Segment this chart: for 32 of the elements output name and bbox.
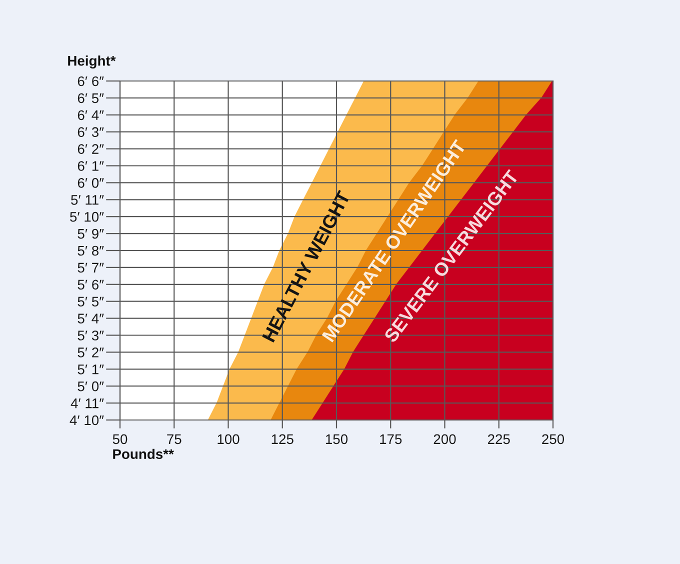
- x-axis-title: Pounds**: [113, 448, 174, 460]
- x-tick-label: 125: [272, 434, 294, 444]
- x-tick-label: 200: [434, 434, 456, 444]
- y-tick-label: 6′ 0″: [78, 178, 104, 188]
- y-tick-label: 5′ 11″: [71, 195, 104, 205]
- y-tick-label: 6′ 4″: [78, 110, 104, 120]
- y-tick-label: 6′ 1″: [78, 161, 104, 171]
- y-tick-label: 5′ 1″: [78, 364, 104, 374]
- y-tick-label: 5′ 3″: [78, 330, 104, 340]
- x-tick-label: 150: [326, 434, 348, 444]
- y-axis-title: Height*: [68, 56, 116, 69]
- y-tick-label: 5′ 10″: [70, 212, 104, 222]
- y-tick-label: 5′ 9″: [78, 228, 104, 239]
- y-tick-label: 5′ 8″: [78, 246, 104, 256]
- y-tick-label: 6′ 6″: [78, 76, 104, 86]
- y-tick-label: 6′ 5″: [78, 93, 104, 104]
- y-tick-label: 6′ 3″: [78, 127, 104, 138]
- y-tick-label: 4′ 10″: [70, 415, 104, 426]
- x-tick-label: 250: [542, 434, 564, 444]
- y-tick-label: 5′ 0″: [78, 381, 104, 392]
- x-tick-label: 75: [167, 434, 182, 444]
- x-tick-label: 100: [218, 434, 240, 444]
- x-tick-label: 50: [112, 434, 128, 444]
- x-tick-label: 225: [488, 434, 510, 444]
- y-tick-label: 5′ 4″: [78, 314, 104, 324]
- y-tick-label: 5′ 7″: [78, 262, 104, 273]
- y-tick-label: 5′ 6″: [78, 280, 104, 290]
- y-tick-label: 5′ 2″: [78, 348, 104, 358]
- y-tick-label: 6′ 2″: [78, 144, 104, 154]
- y-tick-label: 4′ 11″: [70, 398, 104, 408]
- y-tick-label: 5′ 5″: [78, 296, 104, 307]
- x-tick-label: 175: [380, 434, 402, 444]
